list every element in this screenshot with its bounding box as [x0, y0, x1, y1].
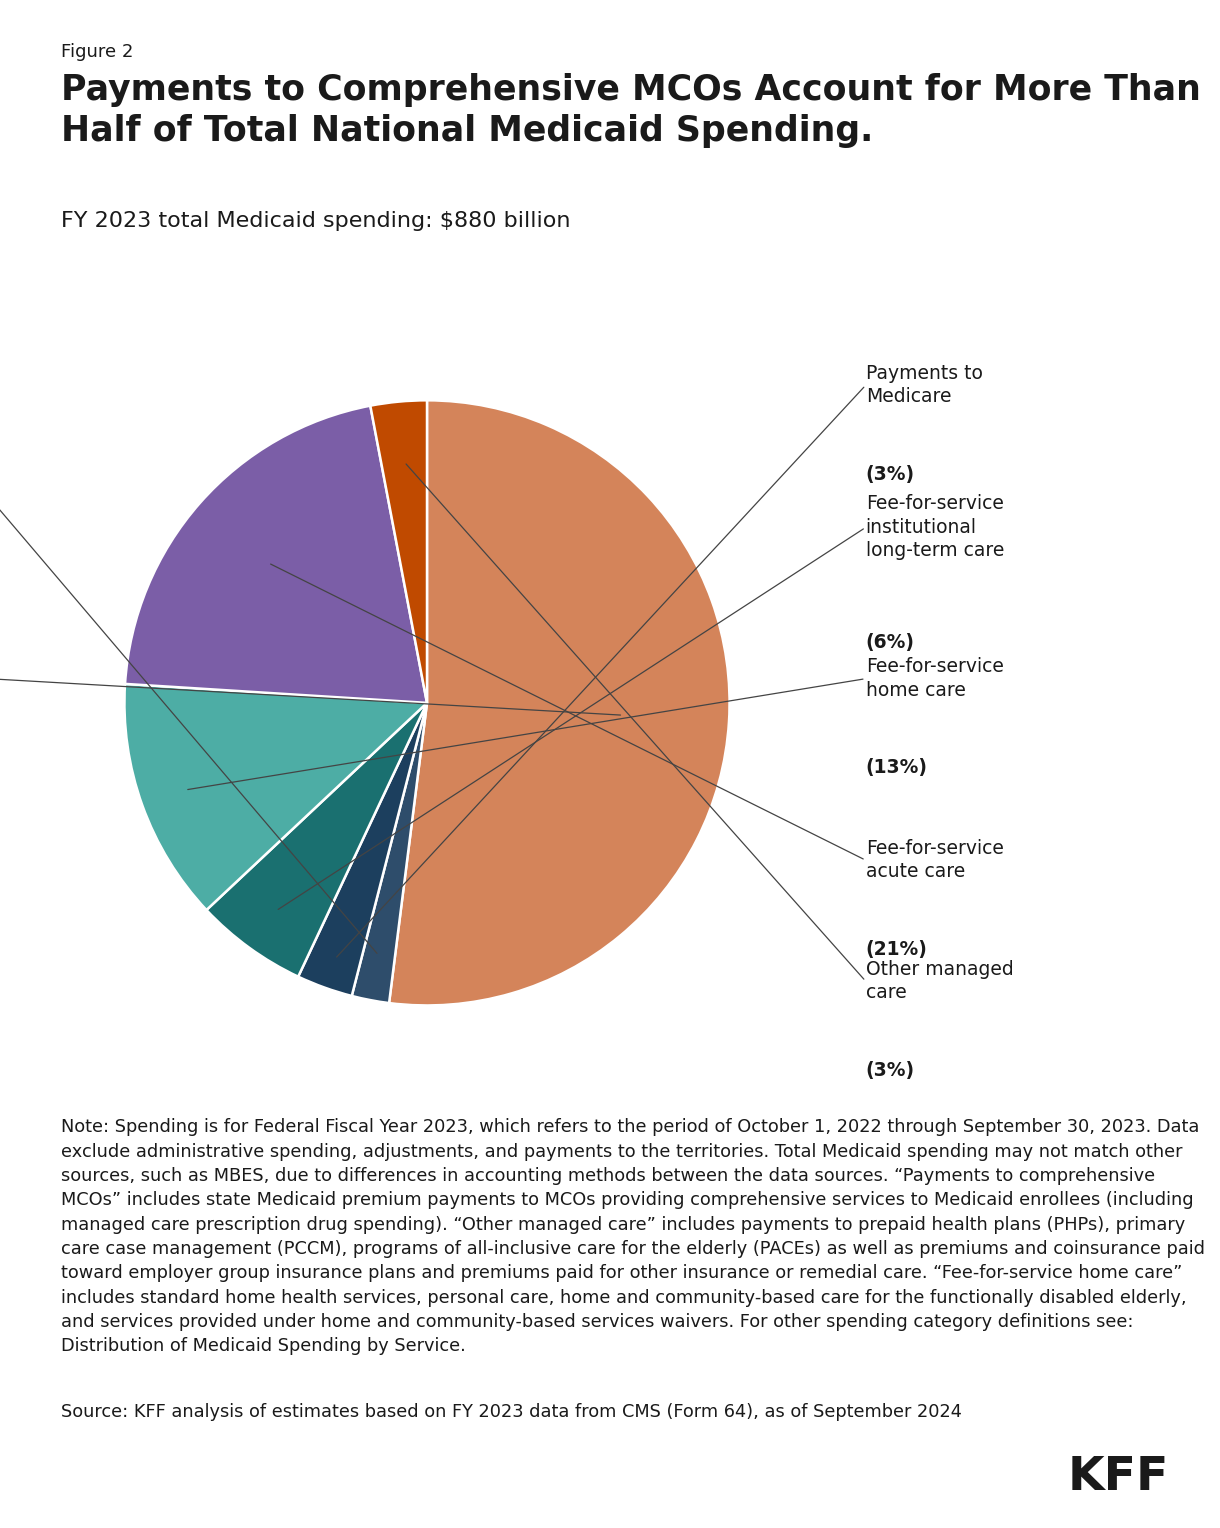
Text: Fee-for-service
home care: Fee-for-service home care	[866, 657, 1004, 700]
Wedge shape	[371, 400, 427, 703]
Wedge shape	[124, 685, 427, 911]
Text: Fee-for-service
acute care: Fee-for-service acute care	[866, 839, 1004, 882]
Text: Payments to Comprehensive MCOs Account for More Than
Half of Total National Medi: Payments to Comprehensive MCOs Account f…	[61, 73, 1200, 148]
Wedge shape	[206, 703, 427, 976]
Text: Source: KFF analysis of estimates based on FY 2023 data from CMS (Form 64), as o: Source: KFF analysis of estimates based …	[61, 1403, 961, 1421]
Wedge shape	[124, 405, 427, 703]
Text: Figure 2: Figure 2	[61, 43, 133, 61]
Text: Fee-for-service
institutional
long-term care: Fee-for-service institutional long-term …	[866, 495, 1004, 561]
Text: FY 2023 total Medicaid spending: $880 billion: FY 2023 total Medicaid spending: $880 bi…	[61, 211, 571, 231]
Text: Other managed
care: Other managed care	[866, 960, 1014, 1002]
Wedge shape	[351, 703, 427, 1002]
Wedge shape	[298, 703, 427, 996]
Text: (21%): (21%)	[866, 940, 927, 958]
Text: (13%): (13%)	[866, 758, 927, 778]
Text: Note: Spending is for Federal Fiscal Year 2023, which refers to the period of Oc: Note: Spending is for Federal Fiscal Yea…	[61, 1118, 1205, 1355]
Text: KFF: KFF	[1068, 1455, 1169, 1499]
Wedge shape	[389, 400, 730, 1005]
Text: Payments to
Medicare: Payments to Medicare	[866, 364, 982, 406]
Text: (3%): (3%)	[866, 1060, 915, 1080]
Text: (6%): (6%)	[866, 633, 915, 652]
Text: (3%): (3%)	[866, 465, 915, 484]
